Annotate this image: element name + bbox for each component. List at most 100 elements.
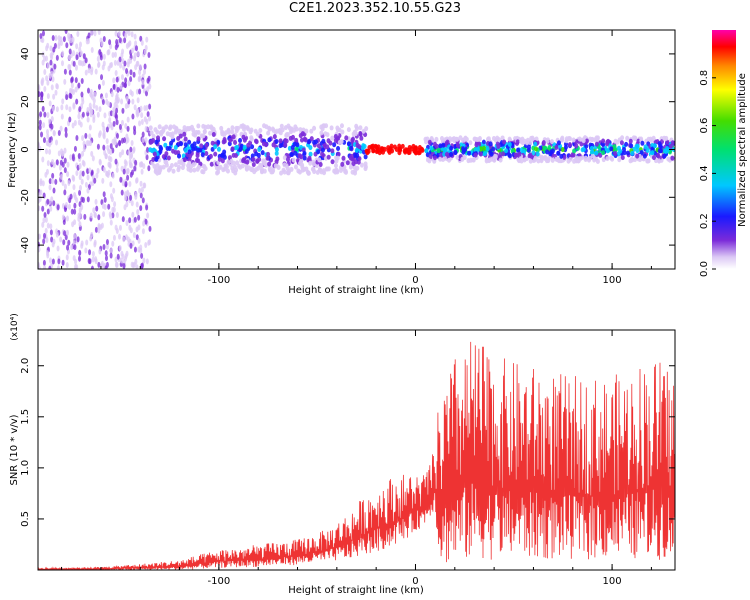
heatmap-cell xyxy=(226,127,231,133)
heatmap-cell xyxy=(336,145,341,151)
heatmap-cell xyxy=(424,139,429,145)
heatmap-cell xyxy=(131,113,135,120)
heatmap-cell xyxy=(59,236,63,243)
heatmap-cell xyxy=(125,43,129,50)
heatmap-cell xyxy=(118,37,122,44)
heatmap-cell xyxy=(153,167,158,173)
colorbar-ticks: 0.0 0.2 0.4 0.6 0.8 xyxy=(699,70,716,277)
heatmap-cell xyxy=(41,180,45,187)
heatmap-cell xyxy=(78,189,82,196)
heatmap-cell xyxy=(65,254,69,261)
heatmap-cell xyxy=(182,157,187,163)
heatmap-cell xyxy=(125,220,129,227)
heatmap-cell xyxy=(135,177,139,184)
heatmap-cell xyxy=(86,106,90,113)
heatmap-cell xyxy=(228,137,233,143)
heatmap-cell xyxy=(124,180,128,187)
heatmap-cell xyxy=(43,232,47,239)
heatmap-cell xyxy=(46,208,50,215)
heatmap-cell xyxy=(104,92,108,99)
heatmap-cell xyxy=(556,150,561,156)
heatmap-cell xyxy=(182,131,187,137)
heatmap-cell xyxy=(588,155,593,161)
heatmap-cell xyxy=(359,162,364,168)
heatmap-cell xyxy=(278,138,283,144)
heatmap-cell xyxy=(639,150,644,156)
heatmap-cell xyxy=(348,145,353,151)
heatmap-cell xyxy=(70,82,74,89)
heatmap-cell xyxy=(442,148,447,154)
heatmap-cell xyxy=(311,161,316,167)
heatmap-cell xyxy=(513,152,518,158)
heatmap-cell xyxy=(38,205,41,212)
heatmap-cell xyxy=(204,151,209,157)
heatmap-cell xyxy=(112,120,116,127)
heatmap-cell xyxy=(104,250,108,257)
heatmap-cell xyxy=(177,128,182,134)
heatmap-cell xyxy=(266,151,271,157)
heatmap-cell xyxy=(103,196,107,203)
heatmap-cell xyxy=(82,53,86,60)
heatmap-cell xyxy=(140,39,144,46)
heatmap-cell xyxy=(95,104,99,111)
heatmap-cell xyxy=(81,150,85,157)
heatmap-cell xyxy=(309,136,314,142)
heatmap-cell xyxy=(429,145,434,151)
heatmap-cell xyxy=(154,157,159,163)
heatmap-cell xyxy=(491,146,496,152)
heatmap-cell xyxy=(39,111,43,118)
heatmap-cell xyxy=(103,112,107,119)
heatmap-cell xyxy=(267,137,272,143)
heatmap-cell xyxy=(136,208,140,215)
heatmap-cell xyxy=(127,30,131,37)
heatmap-cell xyxy=(120,98,124,105)
heatmap-cell xyxy=(485,146,490,152)
heatmap-cell xyxy=(500,135,505,141)
heatmap-cell xyxy=(371,148,376,154)
heatmap-cell xyxy=(112,187,116,194)
heatmap-cell xyxy=(304,128,309,134)
heatmap-cell xyxy=(139,192,143,199)
heatmap-cell xyxy=(186,166,191,172)
heatmap-cell xyxy=(337,139,342,145)
heatmap-cell xyxy=(73,191,77,198)
heatmap-cell xyxy=(245,125,250,131)
heatmap-cell xyxy=(333,163,338,169)
heatmap-cell xyxy=(159,131,164,137)
heatmap-cell xyxy=(133,33,137,40)
heatmap-cell xyxy=(48,72,52,79)
heatmap-cell xyxy=(68,106,72,113)
heatmap-cell xyxy=(397,150,402,156)
spectrogram-ylabel: Frequency (Hz) xyxy=(7,112,18,188)
heatmap-cell xyxy=(100,74,104,81)
heatmap-cell xyxy=(253,128,258,134)
heatmap-cell xyxy=(235,125,240,131)
heatmap-cell xyxy=(81,170,85,177)
heatmap-cell xyxy=(91,155,95,162)
heatmap-cell xyxy=(201,133,206,139)
heatmap-cell xyxy=(86,116,90,123)
heatmap-cell xyxy=(171,148,176,154)
heatmap-cell xyxy=(619,140,624,146)
heatmap-cell xyxy=(449,151,454,157)
heatmap-cell xyxy=(143,48,147,55)
heatmap-cell xyxy=(309,128,314,134)
heatmap-cell xyxy=(168,124,173,130)
heatmap-cell xyxy=(400,143,405,149)
heatmap-cell xyxy=(126,116,130,123)
heatmap-cell xyxy=(161,154,166,160)
heatmap-cell xyxy=(44,171,48,178)
snr-ytick-label: 1.5 xyxy=(20,409,31,425)
heatmap-cell xyxy=(146,86,150,93)
heatmap-cell xyxy=(49,229,53,236)
heatmap-cell xyxy=(70,77,74,84)
heatmap-cell xyxy=(280,127,285,133)
heatmap-cell xyxy=(90,47,94,54)
heatmap-cell xyxy=(65,42,69,49)
heatmap-cell xyxy=(90,30,94,36)
heatmap-cell xyxy=(578,156,583,162)
heatmap-cell xyxy=(146,77,150,84)
heatmap-cell xyxy=(93,30,97,37)
heatmap-cell xyxy=(651,135,656,141)
heatmap-cell xyxy=(104,265,108,269)
